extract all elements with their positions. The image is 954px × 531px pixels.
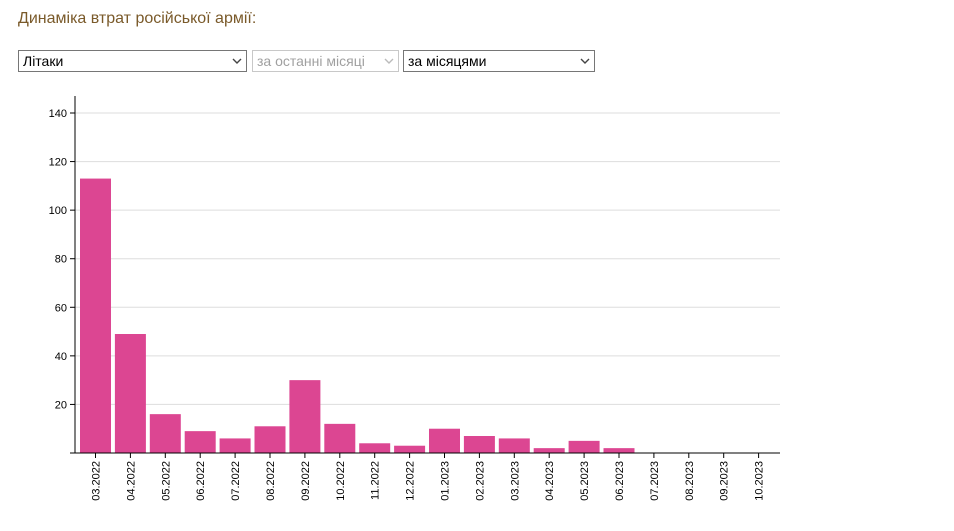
x-tick-label: 09.2023	[719, 461, 731, 501]
y-tick-label: 60	[55, 302, 67, 314]
chevron-down-icon	[232, 58, 242, 64]
bar-03.2022[interactable]	[80, 178, 111, 454]
bar-11.2022[interactable]	[359, 443, 391, 453]
x-tick-label: 08.2022	[265, 461, 277, 501]
x-tick-label: 12.2022	[405, 461, 417, 501]
x-tick-label: 04.2022	[125, 461, 137, 501]
bar-04.2022[interactable]	[114, 334, 146, 453]
loss-type-select[interactable]: Літаки	[18, 50, 247, 72]
x-tick-label: 01.2023	[440, 461, 452, 501]
grouping-select-value: за місяцями	[408, 53, 487, 69]
x-tick-label: 06.2022	[195, 461, 207, 501]
x-tick-label: 08.2023	[684, 461, 696, 501]
y-tick-label: 20	[55, 399, 67, 411]
x-tick-label: 07.2022	[230, 461, 242, 501]
bar-02.2023[interactable]	[463, 436, 495, 453]
x-tick-label: 07.2023	[649, 461, 661, 501]
bar-03.2023[interactable]	[498, 438, 530, 453]
x-tick-label: 11.2022	[370, 461, 382, 500]
x-tick-label: 10.2022	[335, 461, 347, 501]
bar-07.2022[interactable]	[219, 438, 251, 453]
y-tick-label: 140	[49, 108, 67, 120]
x-tick-label: 03.2022	[91, 461, 103, 501]
bar-06.2022[interactable]	[184, 431, 216, 453]
bar-09.2022[interactable]	[289, 380, 321, 453]
bar-06.2023[interactable]	[603, 448, 635, 453]
x-tick-label: 06.2023	[614, 461, 626, 501]
grouping-select[interactable]: за місяцями	[403, 50, 595, 72]
y-tick-label: 120	[49, 157, 67, 169]
x-tick-label: 10.2023	[754, 461, 766, 501]
loss-type-select-value: Літаки	[23, 53, 64, 69]
x-tick-label: 05.2023	[579, 461, 591, 501]
page-title: Динаміка втрат російської армії:	[18, 10, 257, 27]
x-tick-label: 09.2022	[300, 461, 312, 501]
bar-05.2022[interactable]	[149, 414, 181, 453]
x-tick-label: 03.2023	[509, 461, 521, 501]
bar-01.2023[interactable]	[429, 428, 460, 453]
period-select[interactable]: за останні місяці	[252, 50, 399, 72]
x-tick-label: 04.2023	[544, 461, 556, 501]
x-tick-label: 02.2023	[474, 461, 486, 501]
period-select-value: за останні місяці	[257, 53, 365, 69]
bar-10.2022[interactable]	[324, 423, 356, 453]
y-tick-label: 40	[55, 351, 67, 363]
chevron-down-icon	[580, 58, 590, 64]
x-tick-label: 05.2022	[160, 461, 172, 501]
bar-05.2023[interactable]	[568, 440, 600, 453]
bar-12.2022[interactable]	[394, 445, 426, 453]
y-tick-label: 80	[55, 254, 67, 266]
y-tick-label: 100	[49, 205, 67, 217]
bar-08.2022[interactable]	[254, 426, 286, 453]
chevron-down-icon	[384, 58, 394, 64]
bar-04.2023[interactable]	[533, 448, 565, 453]
